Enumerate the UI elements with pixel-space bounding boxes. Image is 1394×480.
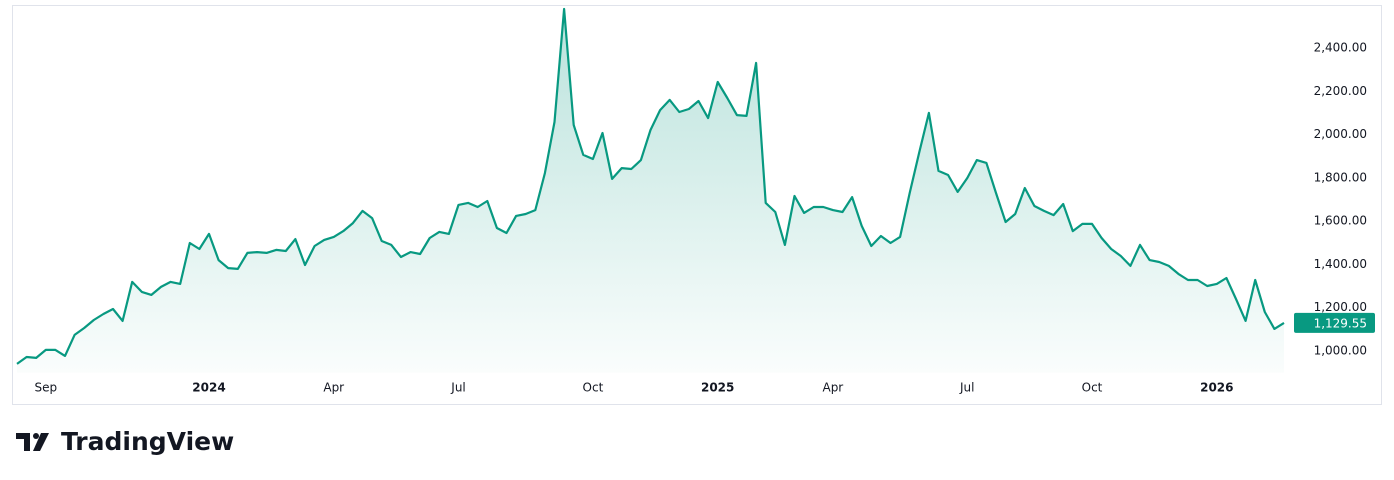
last-price-label: 1,129.55 — [1314, 316, 1367, 330]
y-tick-label: 2,400.00 — [1314, 40, 1367, 54]
y-tick-label: 1,400.00 — [1314, 257, 1367, 271]
y-tick-label: 2,000.00 — [1314, 127, 1367, 141]
area-fill — [17, 9, 1284, 373]
x-tick-label: Jul — [959, 381, 974, 395]
x-tick-label: Jul — [450, 381, 465, 395]
y-tick-label: 1,600.00 — [1314, 214, 1367, 228]
x-tick-label: 2026 — [1200, 381, 1233, 395]
y-tick-label: 1,200.00 — [1314, 300, 1367, 314]
x-tick-label: Apr — [822, 381, 843, 395]
y-tick-label: 1,800.00 — [1314, 170, 1367, 184]
brand-name: TradingView — [61, 427, 234, 456]
x-tick-label: 2024 — [192, 381, 225, 395]
y-tick-label: 1,000.00 — [1314, 343, 1367, 357]
x-tick-label: Apr — [323, 381, 344, 395]
x-tick-label: Sep — [34, 381, 57, 395]
x-tick-label: Oct — [1082, 381, 1103, 395]
last-price-badge — [1294, 312, 1375, 333]
price-line — [16, 7, 1285, 365]
x-tick-label: Oct — [583, 381, 604, 395]
x-tick-label: 2025 — [701, 381, 734, 395]
y-tick-label: 2,200.00 — [1314, 84, 1367, 98]
brand-logo — [16, 433, 49, 451]
